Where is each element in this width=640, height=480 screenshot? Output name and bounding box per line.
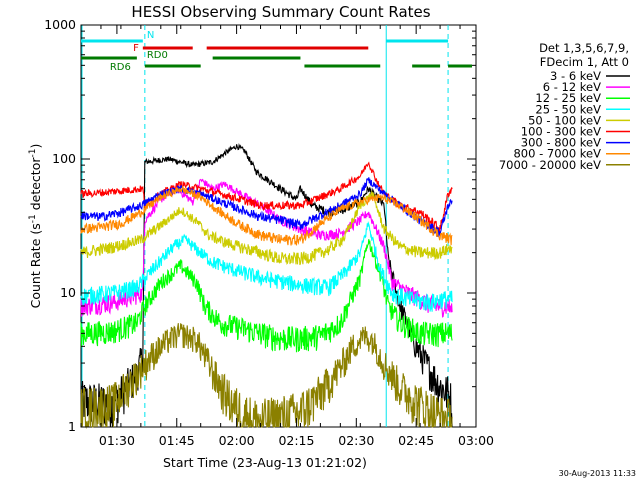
x-tick-label: 01:45 — [159, 433, 195, 448]
y-axis-ticks: 1 10 100 1000 — [44, 17, 476, 434]
series-lines — [80, 142, 453, 430]
flag-bar-label: RD6 — [110, 62, 131, 73]
legend-entry-label: 12 - 25 keV — [535, 91, 601, 105]
y-axis-label-sup: -1 — [28, 214, 38, 223]
legend-entry-label: 800 - 7000 keV — [513, 147, 601, 161]
y-tick-label: 1000 — [44, 17, 76, 32]
legend-entry-label: 100 - 300 keV — [521, 125, 601, 139]
x-axis-label: Start Time (23-Aug-13 01:21:02) — [163, 455, 367, 470]
y-axis-label-part: ) — [28, 144, 43, 149]
legend-header-line: Det 1,3,5,6,7,9, — [539, 41, 629, 55]
x-tick-label: 01:30 — [99, 433, 135, 448]
x-tick-label: 03:00 — [458, 433, 494, 448]
legend-entry-label: 25 - 50 keV — [535, 102, 601, 116]
flag-bar-label: N — [147, 30, 154, 41]
y-tick-label: 10 — [60, 285, 76, 300]
legend: Det 1,3,5,6,7,9, FDecim 1, Att 0 3 - 6 k… — [499, 41, 630, 172]
x-tick-label: 02:45 — [398, 433, 434, 448]
y-tick-label: 1 — [68, 419, 76, 434]
series-line — [80, 185, 453, 246]
y-tick-label: 100 — [52, 151, 76, 166]
series-line — [80, 239, 453, 353]
series-line — [80, 190, 453, 266]
series-line — [80, 323, 453, 430]
legend-header-line: FDecim 1, Att 0 — [540, 55, 629, 69]
series-line — [80, 221, 453, 312]
flag-bars: NF RD0 RD6 — [81, 30, 473, 73]
x-tick-label: 02:15 — [278, 433, 314, 448]
x-tick-label: 02:00 — [219, 433, 255, 448]
y-axis-label-part: detector — [28, 157, 43, 215]
series-line — [80, 161, 453, 234]
y-axis-label: Count Rate (s-1 detector-1) — [28, 144, 43, 309]
timestamp: 30-Aug-2013 11:33 — [559, 469, 636, 478]
flag-bar-label: RD0 — [147, 50, 168, 61]
y-axis-label-part: Count Rate (s — [28, 223, 43, 308]
x-tick-label: 02:30 — [338, 433, 374, 448]
chart-title: HESSI Observing Summary Count Rates — [131, 3, 430, 21]
series-line — [80, 142, 453, 428]
y-axis-label-sup: -1 — [28, 149, 38, 158]
legend-entry-label: 3 - 6 keV — [550, 69, 601, 83]
legend-entry-label: 7000 - 20000 keV — [499, 158, 601, 172]
legend-entry-label: 300 - 800 keV — [521, 136, 601, 150]
series-line — [80, 178, 453, 318]
flag-bar-label: F — [133, 43, 139, 54]
x-axis-ticks: 01:30 01:45 02:00 02:15 02:30 02:45 03:00 — [80, 25, 494, 448]
legend-entry-label: 6 - 12 keV — [543, 80, 601, 94]
legend-entry-label: 50 - 100 keV — [528, 113, 601, 127]
